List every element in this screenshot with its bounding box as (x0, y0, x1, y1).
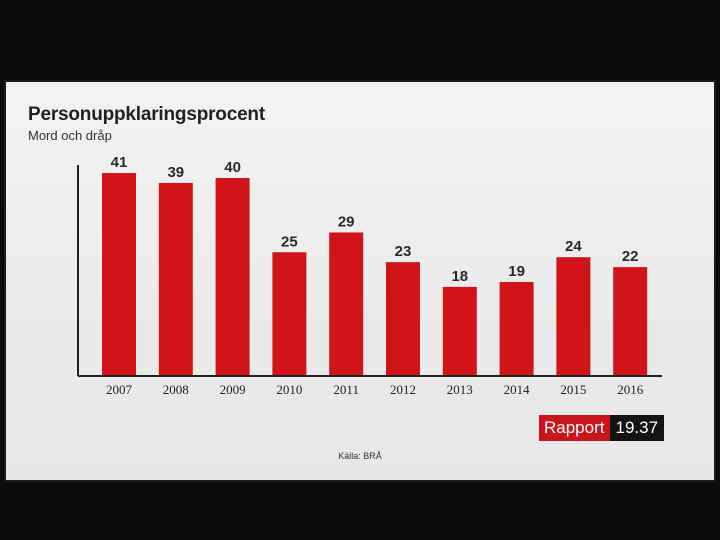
bar-2011 (329, 232, 364, 376)
tv-screen: Personuppklaringsprocent Mord och dråp 4… (6, 82, 714, 480)
broadcast-time: 19.37 (610, 415, 665, 441)
bar-2012 (386, 262, 420, 376)
chart-subtitle: Mord och dråp (28, 128, 112, 143)
x-tick-2015: 2015 (560, 382, 586, 397)
x-tick-2011: 2011 (333, 382, 359, 397)
value-label-2008: 39 (167, 164, 184, 181)
value-label-2015: 24 (565, 238, 582, 255)
bar-2010 (272, 252, 307, 376)
x-tick-2008: 2008 (163, 382, 189, 397)
value-label-2012: 23 (395, 243, 412, 260)
x-tick-2009: 2009 (220, 382, 246, 397)
program-badge: Rapport 19.37 (539, 415, 665, 441)
value-label-2013: 18 (451, 268, 468, 285)
x-tick-2013: 2013 (447, 382, 473, 397)
x-tick-2007: 2007 (106, 382, 133, 397)
value-label-2014: 19 (508, 263, 525, 280)
x-tick-2014: 2014 (504, 382, 531, 397)
chart-title: Personuppklaringsprocent (28, 104, 265, 125)
bar-2007 (102, 173, 136, 376)
x-tick-2012: 2012 (390, 382, 416, 397)
bar-chart: 41 2007 39 2008 40 2009 25 2010 29 2011 23 2012 18 20… (77, 154, 662, 397)
bar-2015 (556, 257, 591, 376)
value-label-2010: 25 (281, 233, 298, 250)
value-label-2009: 40 (224, 159, 241, 176)
bars-group: 41 2007 39 2008 40 2009 25 2010 29 2011 23 2012 18 20… (102, 154, 648, 397)
value-label-2016: 22 (622, 248, 639, 265)
value-label-2011: 29 (338, 213, 355, 230)
source-label: Källa: BRÅ (338, 451, 382, 461)
x-tick-2010: 2010 (276, 382, 302, 397)
bar-2013 (442, 286, 477, 376)
bar-2009 (215, 178, 250, 376)
x-tick-2016: 2016 (617, 382, 644, 397)
bar-2008 (158, 182, 193, 376)
bar-2014 (499, 281, 534, 376)
value-label-2007: 41 (111, 154, 128, 171)
program-name: Rapport (539, 415, 611, 441)
bar-2016 (613, 267, 648, 376)
